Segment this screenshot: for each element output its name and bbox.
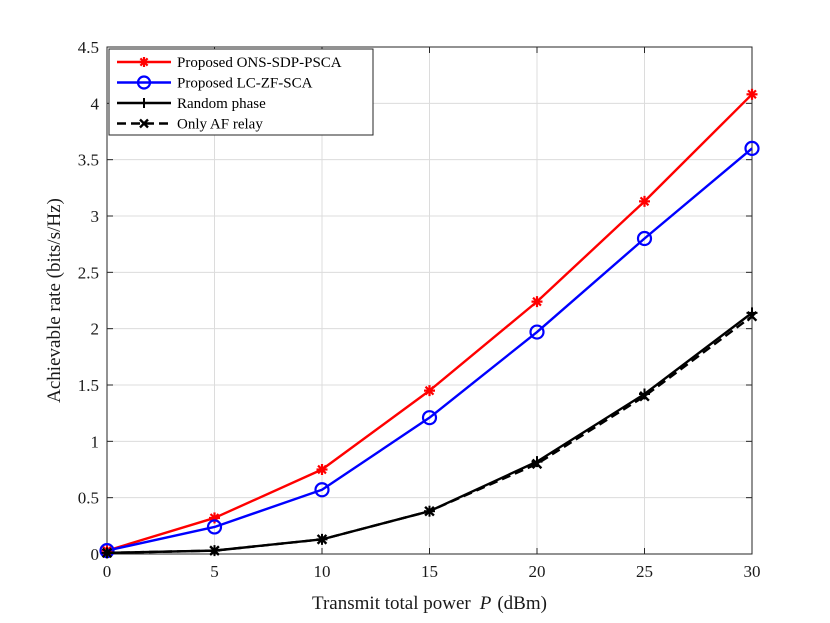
x-axis-title-main: Transmit total power [312, 593, 471, 614]
x-tick-label: 0 [103, 562, 112, 581]
data-point [746, 88, 758, 100]
data-point [421, 410, 438, 426]
circle-mark [744, 140, 760, 156]
series-3 [101, 311, 758, 559]
legend-label: Proposed LC-ZF-SCA [177, 76, 313, 92]
legend-box [108, 48, 374, 136]
cross-b [139, 118, 149, 129]
legend-entry: Only AF relay [117, 117, 263, 133]
circle-mark [206, 519, 223, 535]
cross-b [746, 311, 758, 322]
legend-entry: Random phase [117, 96, 266, 112]
point-marker-circle [136, 75, 152, 90]
data-point [424, 505, 435, 517]
data-point [314, 482, 330, 498]
ast-d2 [747, 89, 757, 100]
x-axis-title-var: P [479, 593, 492, 614]
x-tick-label: 15 [421, 562, 438, 581]
data-point [744, 140, 760, 156]
ast-d2 [139, 57, 149, 67]
x-tick-label: 20 [529, 562, 546, 581]
legend-label: Proposed ONS-SDP-PSCA [177, 55, 342, 71]
data-series [99, 88, 760, 559]
data-point [636, 230, 653, 247]
circle-mark [529, 324, 545, 340]
y-tick-label: 0 [91, 545, 100, 564]
x-tick-label: 5 [210, 562, 219, 581]
ast-d2 [639, 196, 650, 207]
series-line [106, 147, 753, 552]
circle-mark [636, 230, 653, 247]
x-axis-title: Transmit total power P (dBm) [312, 593, 547, 614]
data-point [206, 519, 223, 535]
cross-b [639, 391, 650, 402]
data-point [639, 195, 650, 207]
x-tick-label: 30 [744, 562, 761, 581]
data-point [101, 547, 113, 559]
y-tick-label: 4.5 [78, 38, 99, 57]
cross-b [101, 547, 113, 559]
y-tick-label: 3.5 [78, 151, 99, 170]
data-point [316, 534, 328, 545]
legend-entry: Proposed ONS-SDP-PSCA [117, 55, 342, 71]
x-axis-title-unit: (dBm) [497, 593, 547, 614]
y-axis-title: Achievable rate (bits/s/Hz) [44, 198, 65, 403]
cross-b [424, 505, 435, 517]
point-marker-plus [139, 98, 149, 108]
x-tick-label: 10 [314, 562, 331, 581]
data-point [746, 311, 758, 322]
data-point [316, 464, 328, 475]
data-point [209, 545, 220, 556]
cross-b [209, 545, 220, 556]
y-tick-label: 2 [91, 320, 100, 339]
ast-d2 [424, 385, 435, 396]
ast-d2 [532, 296, 542, 307]
circle-mark [136, 75, 152, 90]
y-tick-label: 1 [91, 432, 100, 451]
legend-label: Only AF relay [177, 117, 263, 133]
cross-b [531, 458, 543, 470]
x-tick-label: 25 [636, 562, 653, 581]
y-tick-label: 0.5 [78, 489, 99, 508]
data-point [531, 458, 543, 470]
data-point [639, 391, 650, 402]
y-tick-label: 2.5 [78, 263, 99, 282]
point-marker-asterisk [139, 57, 149, 67]
point-marker-cross [139, 118, 149, 129]
circle-mark [421, 410, 438, 426]
ast-d2 [317, 464, 327, 475]
legend-entry: Proposed LC-ZF-SCA [117, 75, 313, 92]
data-point [531, 296, 543, 308]
legend-label: Random phase [177, 96, 266, 112]
circle-mark [314, 482, 330, 498]
y-tick-label: 4 [91, 94, 100, 113]
data-point [424, 385, 435, 397]
cross-b [316, 534, 328, 545]
y-tick-label: 1.5 [78, 376, 99, 395]
legend: Proposed ONS-SDP-PSCA Proposed LC-ZF-SCA R… [108, 48, 374, 136]
y-tick-label: 3 [91, 207, 100, 226]
data-point [529, 324, 545, 340]
